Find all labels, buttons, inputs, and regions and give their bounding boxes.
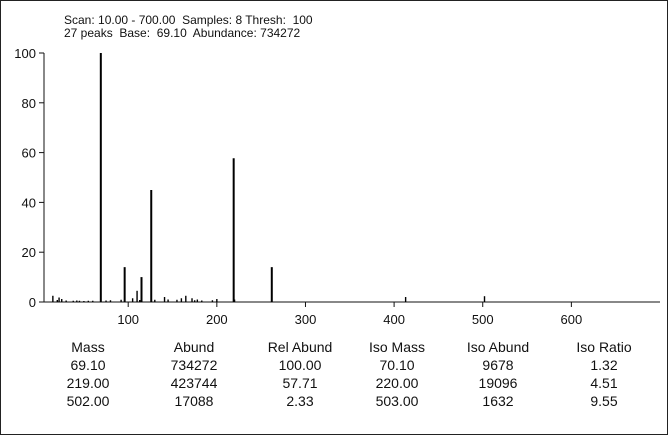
cell-rel-abund: 100.00: [278, 357, 322, 373]
peak-table-header: Mass Abund Rel Abund Iso Mass Iso Abund …: [0, 339, 668, 357]
x-tick-label: 300: [295, 312, 317, 327]
header-rel-abund: Rel Abund: [267, 339, 333, 355]
cell-iso-ratio: 4.51: [590, 375, 618, 391]
header-mass: Mass: [71, 339, 105, 355]
cell-iso-abund: 19096: [478, 375, 518, 391]
cell-mass: 219.00: [66, 375, 110, 391]
y-tick-label: 0: [29, 295, 36, 310]
cell-iso-ratio: 1.32: [590, 357, 618, 373]
cell-abund: 734272: [170, 357, 218, 373]
cell-iso-abund: 9678: [482, 357, 514, 373]
y-tick-label: 20: [22, 245, 36, 260]
header-iso-ratio: Iso Ratio: [576, 339, 632, 355]
cell-mass: 69.10: [70, 357, 106, 373]
cell-iso-mass: 70.10: [379, 357, 415, 373]
x-tick-label: 100: [117, 312, 139, 327]
mass-spectrum-plot: 0 20 40 60 80 100 100 200 300 400 500 600: [14, 46, 660, 327]
x-tick-label: 600: [561, 312, 583, 327]
header-iso-mass: Iso Mass: [368, 339, 426, 355]
y-tick-label: 80: [22, 96, 36, 111]
cell-abund: 423744: [170, 375, 218, 391]
scan-info-line: Scan: 10.00 - 700.00 Samples: 8 Thresh: …: [64, 13, 313, 27]
cell-rel-abund: 57.71: [282, 375, 318, 391]
x-tick-label: 400: [383, 312, 405, 327]
y-tick-label: 100: [14, 46, 36, 61]
table-row: 502.00 17088 2.33 503.00 1632 9.55: [0, 393, 668, 411]
x-tick-label: 200: [206, 312, 228, 327]
table-row: 219.00 423744 57.71 220.00 19096 4.51: [0, 375, 668, 393]
cell-abund: 17088: [174, 393, 214, 409]
cell-iso-mass: 220.00: [375, 375, 419, 391]
x-tick-label: 500: [472, 312, 494, 327]
cell-iso-mass: 503.00: [375, 393, 419, 409]
header-abund: Abund: [173, 339, 215, 355]
table-row: 69.10 734272 100.00 70.10 9678 1.32: [0, 357, 668, 375]
cell-iso-ratio: 9.55: [590, 393, 618, 409]
cell-mass: 502.00: [66, 393, 110, 409]
peak-info-line: 27 peaks Base: 69.10 Abundance: 734272: [64, 26, 301, 40]
cell-rel-abund: 2.33: [286, 393, 314, 409]
peak-table: Mass Abund Rel Abund Iso Mass Iso Abund …: [0, 339, 668, 411]
cell-iso-abund: 1632: [482, 393, 514, 409]
y-tick-label: 60: [22, 146, 36, 161]
header-iso-abund: Iso Abund: [466, 339, 530, 355]
y-tick-label: 40: [22, 195, 36, 210]
